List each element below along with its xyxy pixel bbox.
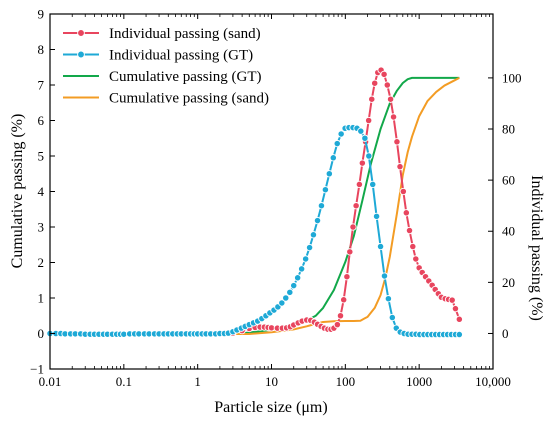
legend: Individual passing (sand) Individual pass… <box>63 26 269 107</box>
data-point-individual-passing-gt <box>357 127 365 135</box>
data-point-individual-passing-sand <box>346 248 354 256</box>
y-axis-left-title: Cumulative passing (%) <box>9 114 26 269</box>
x-tick-label: 0.01 <box>39 374 62 389</box>
data-point-individual-passing-sand <box>371 79 379 87</box>
y-right-tick-label: 0 <box>502 326 509 341</box>
y-left-tick-label: 1 <box>38 291 45 306</box>
data-point-individual-passing-gt <box>290 281 298 290</box>
data-point-individual-passing-gt <box>321 186 330 194</box>
data-point-individual-passing-sand <box>343 273 351 281</box>
data-point-individual-passing-gt <box>361 134 369 142</box>
data-point-individual-passing-sand <box>333 320 342 329</box>
data-point-individual-passing-gt <box>317 202 326 210</box>
y-left-tick-label: 9 <box>38 7 45 22</box>
data-point-individual-passing-gt <box>286 288 294 296</box>
data-point-individual-passing-gt <box>376 242 385 251</box>
data-point-individual-passing-sand <box>402 209 410 217</box>
data-point-individual-passing-sand <box>396 162 404 171</box>
y-left-tick-label: 4 <box>38 184 45 199</box>
data-point-individual-passing-sand <box>448 296 456 304</box>
data-point-individual-passing-gt <box>325 170 333 178</box>
y-left-tick-label: −1 <box>30 362 44 377</box>
data-point-individual-passing-sand <box>409 242 417 251</box>
data-point-individual-passing-gt <box>380 272 389 280</box>
data-point-individual-passing-sand <box>340 296 348 304</box>
data-point-individual-passing-sand <box>358 159 366 167</box>
data-point-individual-passing-sand <box>365 116 373 125</box>
data-point-individual-passing-gt <box>278 299 286 307</box>
y-left-tick-label: 8 <box>38 42 45 57</box>
data-point-individual-passing-sand <box>352 202 360 210</box>
data-point-individual-passing-gt <box>309 231 318 239</box>
y-right-tick-label: 40 <box>502 224 515 239</box>
y-right-tick-label: 20 <box>502 275 515 290</box>
data-point-individual-passing-sand <box>349 223 357 231</box>
data-point-individual-passing-gt <box>372 212 381 221</box>
data-point-individual-passing-gt <box>329 154 337 162</box>
data-point-individual-passing-gt <box>301 255 310 263</box>
y-left-tick-label: 7 <box>38 78 45 93</box>
x-tick-label: 100 <box>336 374 356 389</box>
series-line-individual-passing-sand <box>232 69 461 335</box>
x-tick-label: 1000 <box>406 374 432 389</box>
x-axis-title: Particle size (μm) <box>214 399 327 416</box>
data-point-individual-passing-gt <box>297 265 306 273</box>
series-line-cumulative-passing-sand <box>116 77 460 335</box>
data-point-individual-passing-gt <box>337 130 345 138</box>
x-tick-label: 0.1 <box>116 374 132 389</box>
x-tick-label: 10,000 <box>475 374 511 389</box>
data-point-individual-passing-sand <box>393 138 401 146</box>
legend-label: Individual passing (sand) <box>109 26 261 42</box>
data-point-individual-passing-sand <box>336 312 345 320</box>
data-point-individual-passing-sand <box>405 226 414 235</box>
data-point-individual-passing-sand <box>380 70 388 79</box>
data-point-individual-passing-gt <box>365 152 373 160</box>
data-point-individual-passing-sand <box>389 113 398 121</box>
y-left-tick-label: 5 <box>38 149 45 164</box>
data-point-individual-passing-sand <box>368 95 376 103</box>
y-right-tick-label: 80 <box>502 122 515 137</box>
series-line-individual-passing-gt <box>50 126 460 336</box>
data-point-individual-passing-sand <box>451 304 460 313</box>
data-point-individual-passing-sand <box>399 187 407 196</box>
legend-marker <box>77 29 85 37</box>
data-point-individual-passing-sand <box>412 255 420 263</box>
y-left-tick-label: 6 <box>38 113 45 128</box>
legend-marker <box>77 50 85 59</box>
data-point-individual-passing-gt <box>313 216 322 225</box>
legend-label: Cumulative passing (sand) <box>109 91 269 107</box>
y-left-tick-label: 2 <box>38 255 45 270</box>
data-point-individual-passing-gt <box>455 330 463 339</box>
legend-label: Individual passing (GT) <box>109 48 253 64</box>
data-point-individual-passing-sand <box>455 315 463 323</box>
data-point-individual-passing-gt <box>282 294 290 302</box>
data-point-individual-passing-gt <box>388 313 396 322</box>
y-right-tick-label: 60 <box>502 173 515 188</box>
y-left-tick-label: 0 <box>38 326 45 341</box>
y-axis-right-title: Individual passing (%) <box>528 175 545 321</box>
data-point-individual-passing-gt <box>305 243 314 252</box>
data-point-individual-passing-gt <box>293 274 302 282</box>
x-tick-label: 1 <box>194 374 201 389</box>
y-left-tick-label: 3 <box>38 220 45 235</box>
data-point-individual-passing-sand <box>355 180 364 189</box>
x-tick-label: 10 <box>265 374 278 389</box>
y-right-tick-label: 100 <box>502 70 522 85</box>
data-point-individual-passing-sand <box>386 95 395 103</box>
data-point-individual-passing-sand <box>383 81 391 89</box>
legend-label: Cumulative passing (GT) <box>109 69 261 85</box>
data-point-individual-passing-gt <box>369 180 377 189</box>
data-point-individual-passing-gt <box>333 139 341 148</box>
data-point-individual-passing-gt <box>384 295 393 303</box>
